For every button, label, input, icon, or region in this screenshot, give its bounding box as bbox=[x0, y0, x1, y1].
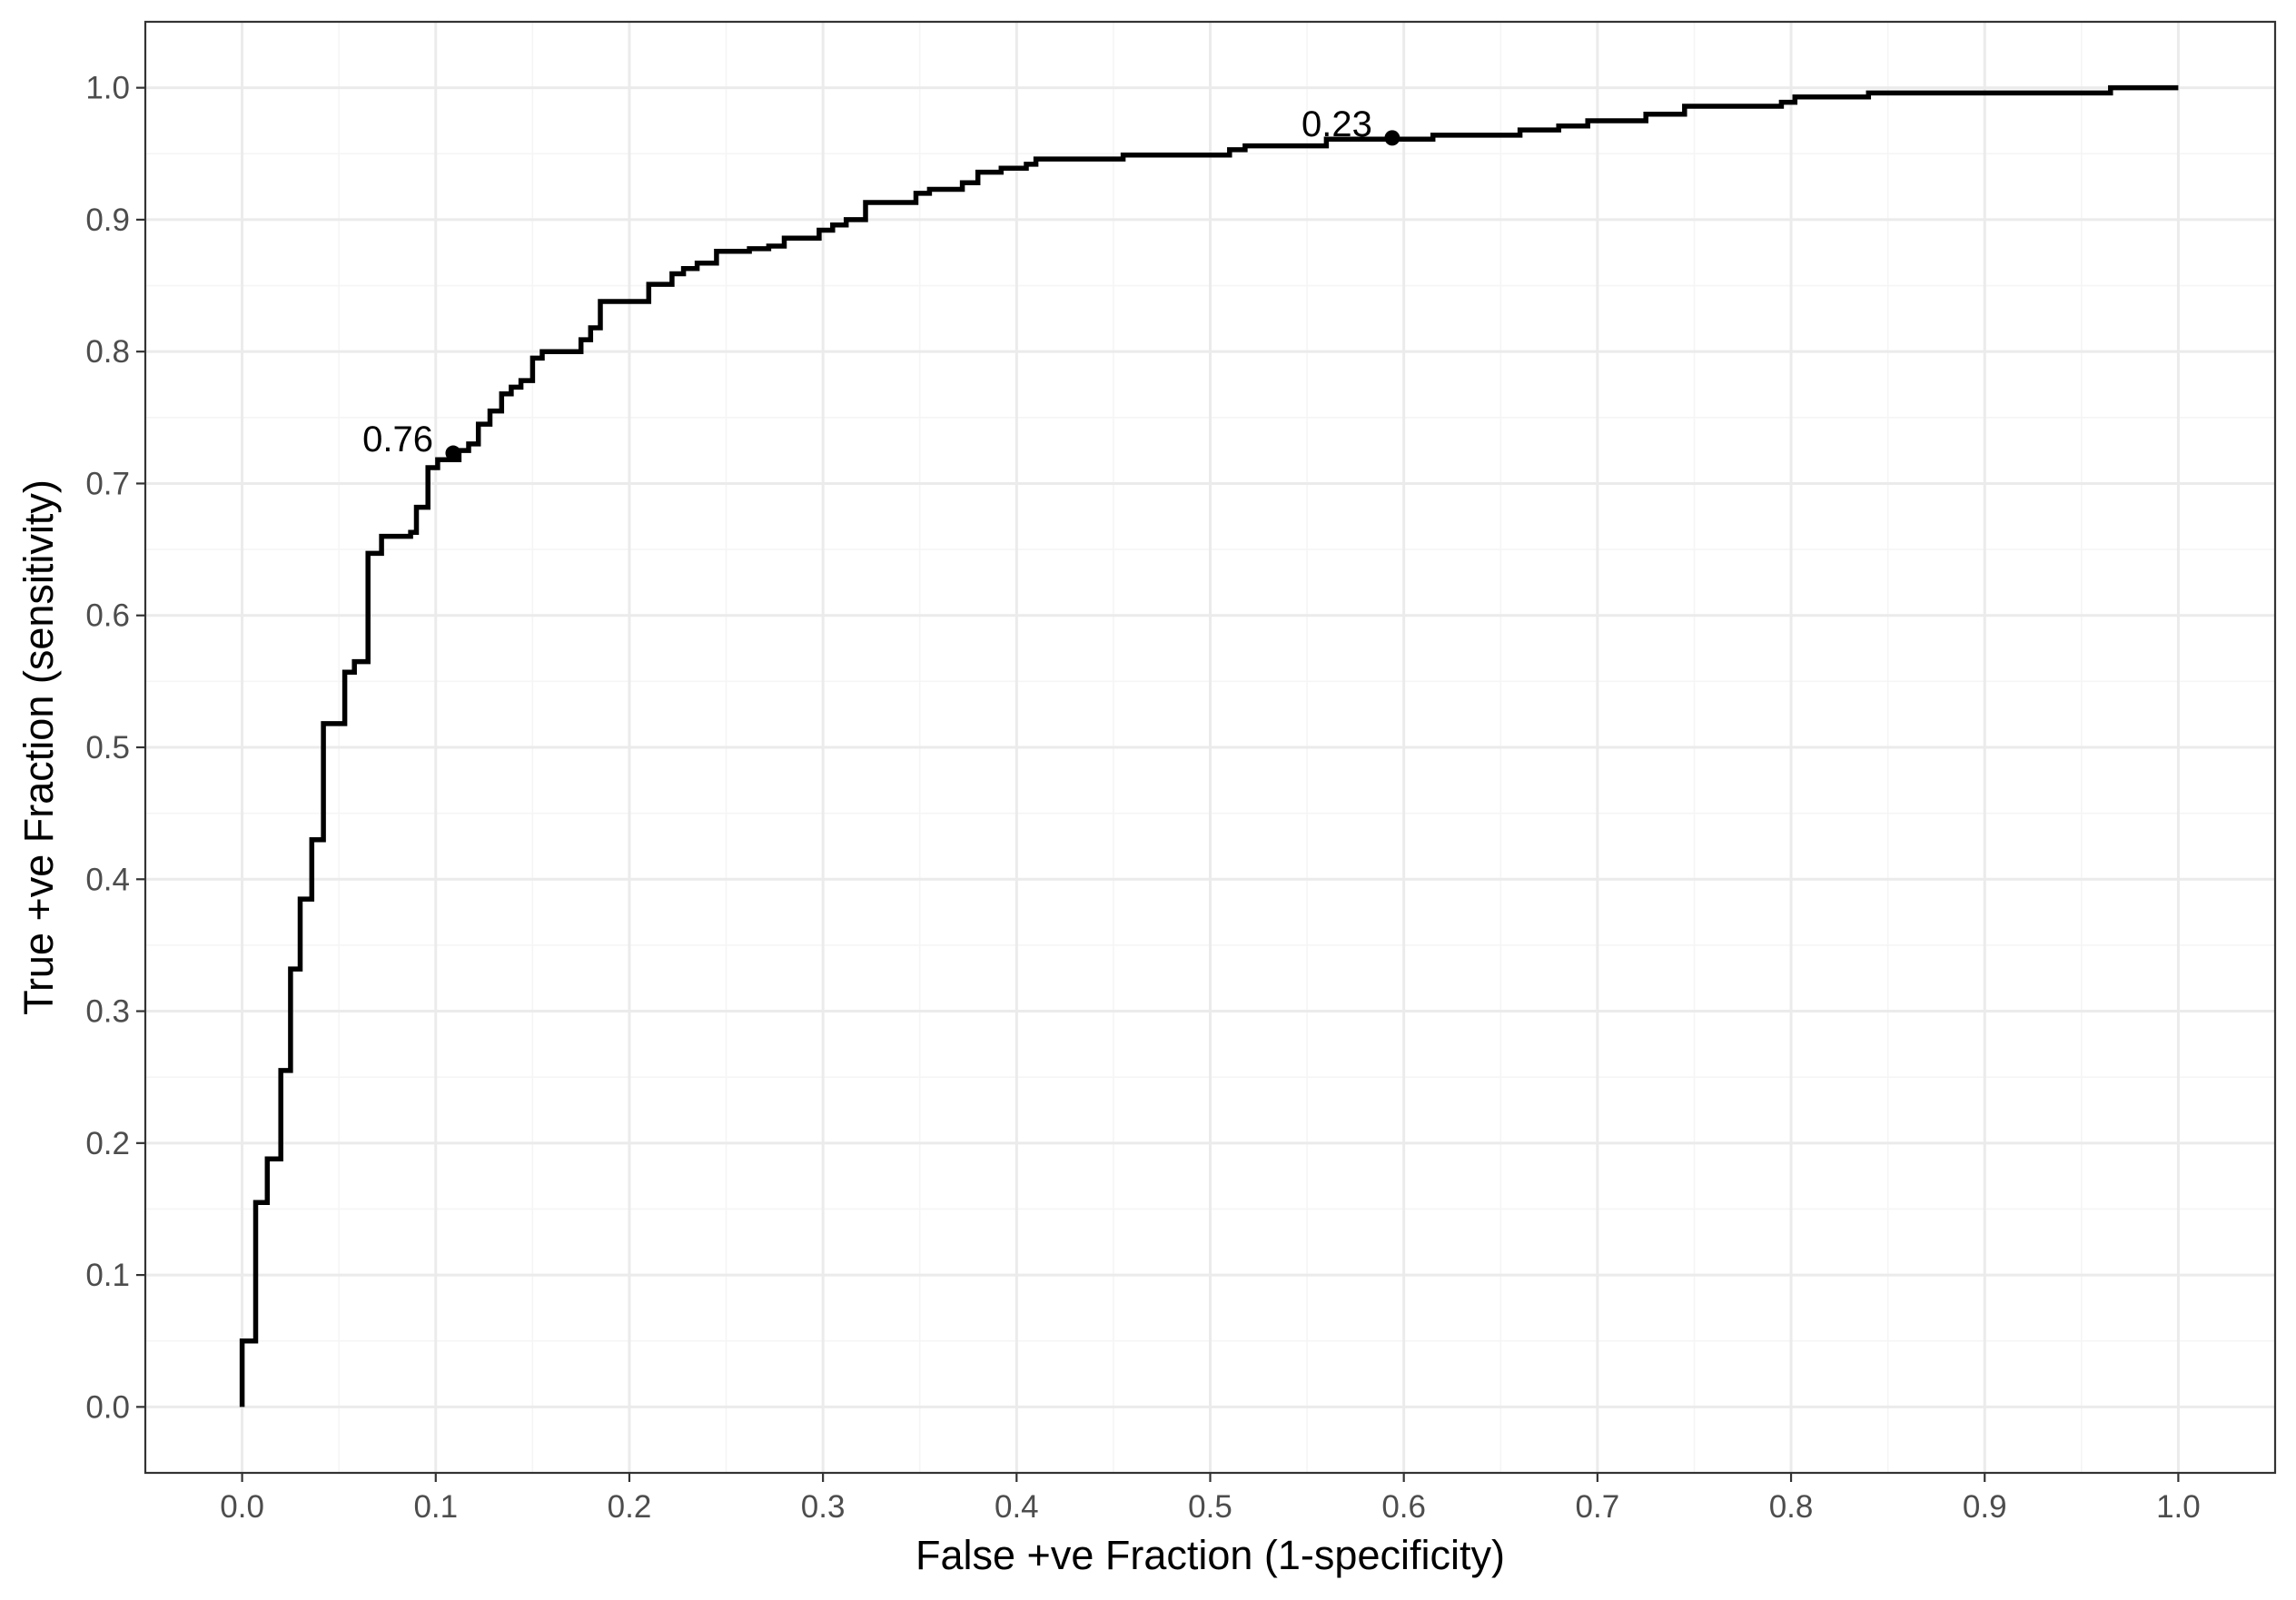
y-axis-ticks: 0.0 0.1 0.2 0.3 0.4 0.5 0.6 0.7 0.8 0.9 1.0 bbox=[85, 71, 145, 1425]
y-tick-label: 0.1 bbox=[85, 1258, 130, 1293]
x-tick-label: 1.0 bbox=[2156, 1489, 2201, 1525]
y-tick-label: 0.9 bbox=[85, 202, 130, 238]
y-tick-label: 1.0 bbox=[85, 71, 130, 106]
threshold-label: 0.76 bbox=[362, 420, 433, 459]
x-tick-label: 0.7 bbox=[1576, 1489, 1620, 1525]
threshold-points bbox=[445, 130, 1400, 461]
y-tick-label: 0.8 bbox=[85, 334, 130, 370]
major-gridlines bbox=[145, 22, 2275, 1473]
y-tick-label: 0.6 bbox=[85, 598, 130, 634]
x-tick-label: 0.0 bbox=[220, 1489, 264, 1525]
x-axis-title: False +ve Fraction (1-specificity) bbox=[915, 1532, 1505, 1578]
x-tick-label: 0.2 bbox=[608, 1489, 652, 1525]
threshold-point bbox=[1384, 130, 1400, 146]
x-tick-label: 0.9 bbox=[1963, 1489, 2007, 1525]
x-tick-label: 0.6 bbox=[1381, 1489, 1426, 1525]
x-tick-label: 0.5 bbox=[1188, 1489, 1232, 1525]
x-tick-label: 0.1 bbox=[413, 1489, 458, 1525]
y-tick-label: 0.7 bbox=[85, 466, 130, 501]
threshold-label: 0.23 bbox=[1301, 104, 1372, 144]
x-tick-label: 0.3 bbox=[801, 1489, 846, 1525]
x-tick-label: 0.4 bbox=[995, 1489, 1039, 1525]
threshold-annotations: 0.76 0.23 bbox=[362, 104, 1372, 459]
y-tick-label: 0.3 bbox=[85, 994, 130, 1030]
threshold-point bbox=[445, 445, 461, 461]
y-tick-label: 0.5 bbox=[85, 730, 130, 765]
y-tick-label: 0.2 bbox=[85, 1126, 130, 1161]
x-tick-label: 0.8 bbox=[1769, 1489, 1814, 1525]
y-tick-label: 0.0 bbox=[85, 1389, 130, 1425]
y-axis-title: True +ve Fraction (sensitivity) bbox=[15, 479, 62, 1015]
y-tick-label: 0.4 bbox=[85, 862, 130, 897]
x-axis-ticks: 0.0 0.1 0.2 0.3 0.4 0.5 0.6 0.7 0.8 0.9 1.0 bbox=[220, 1473, 2201, 1525]
